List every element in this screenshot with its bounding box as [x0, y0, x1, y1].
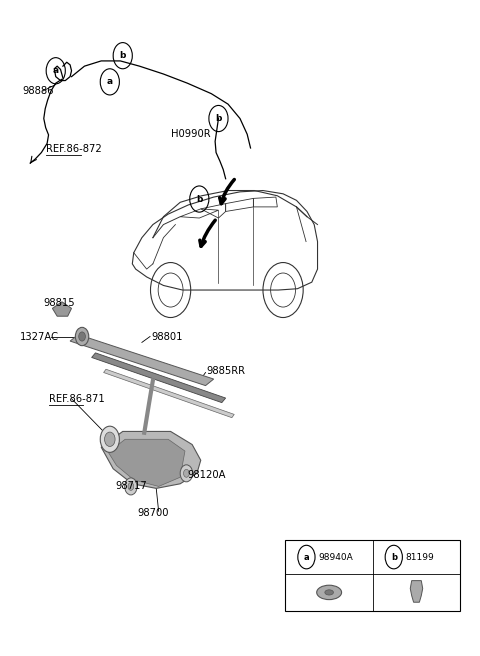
Text: 98815: 98815	[44, 298, 75, 308]
Text: b: b	[391, 552, 397, 562]
Text: b: b	[196, 195, 203, 203]
Ellipse shape	[325, 590, 334, 595]
Polygon shape	[70, 335, 214, 386]
Text: a: a	[53, 66, 59, 75]
Circle shape	[183, 470, 189, 478]
Text: 1327AC: 1327AC	[20, 331, 59, 342]
Circle shape	[79, 332, 85, 341]
Ellipse shape	[317, 585, 342, 600]
Polygon shape	[92, 353, 226, 403]
Text: REF.86-871: REF.86-871	[48, 394, 104, 403]
Polygon shape	[410, 581, 423, 602]
Circle shape	[128, 483, 134, 490]
Text: H0990R: H0990R	[170, 129, 210, 139]
Text: 98120A: 98120A	[187, 470, 226, 480]
Text: 98801: 98801	[152, 331, 183, 342]
Text: 98700: 98700	[137, 508, 168, 518]
Text: 98940A: 98940A	[318, 552, 353, 562]
Circle shape	[125, 478, 137, 495]
Text: 81199: 81199	[406, 552, 434, 562]
Text: b: b	[215, 114, 222, 123]
Circle shape	[180, 465, 192, 482]
Text: 98717: 98717	[116, 482, 147, 491]
Text: 98886: 98886	[22, 86, 54, 96]
Circle shape	[100, 426, 120, 453]
FancyBboxPatch shape	[286, 540, 460, 611]
Circle shape	[105, 432, 115, 447]
Text: a: a	[304, 552, 309, 562]
Text: 9885RR: 9885RR	[206, 365, 245, 375]
Text: a: a	[107, 77, 113, 87]
Polygon shape	[108, 440, 185, 486]
Polygon shape	[52, 302, 72, 316]
Circle shape	[75, 327, 89, 346]
Text: b: b	[120, 51, 126, 60]
Polygon shape	[101, 432, 201, 488]
Text: REF.86-872: REF.86-872	[46, 144, 102, 154]
Polygon shape	[104, 369, 234, 418]
